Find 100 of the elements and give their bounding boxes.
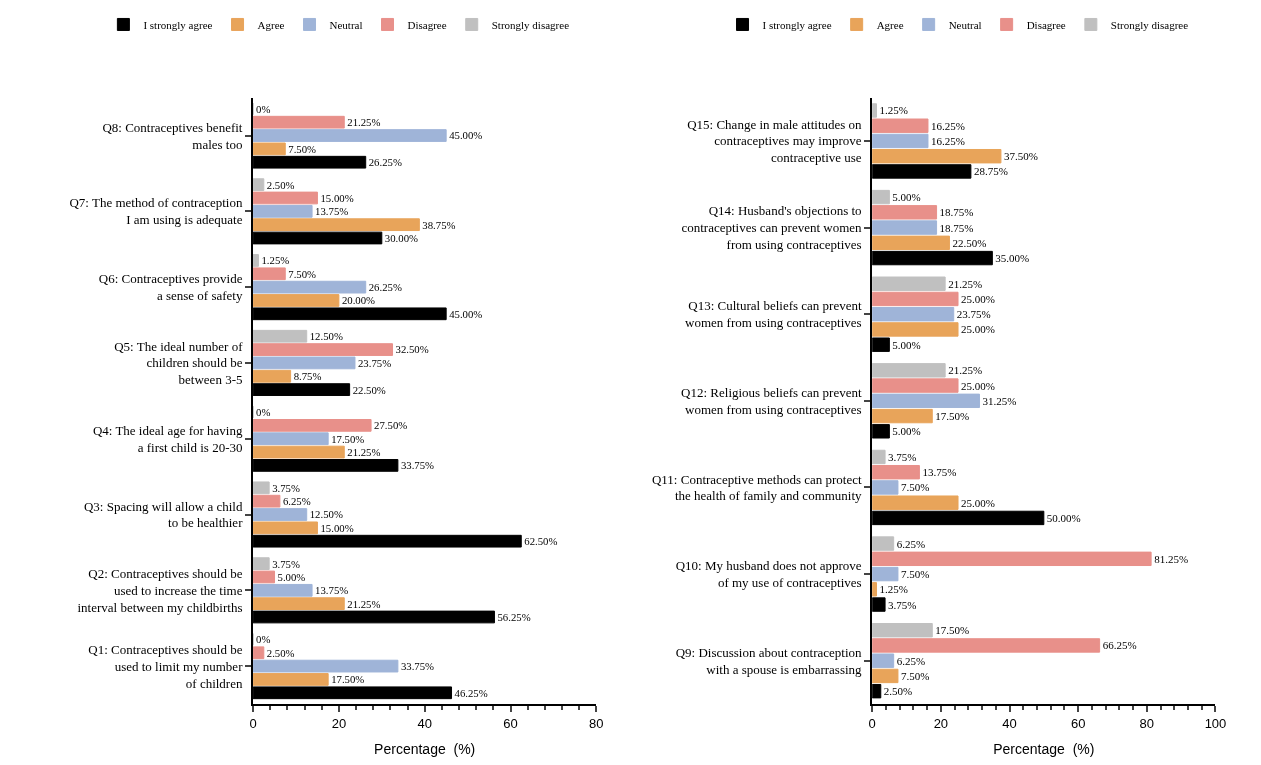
y-tick-label: Q2: Contraceptives should be used to increase the time interval between my childbirths xyxy=(77,565,243,615)
data-label: 5.00% xyxy=(892,425,921,438)
legend-label: Disagree xyxy=(407,18,447,31)
data-label: 0% xyxy=(256,102,271,115)
y-tick-label: Q8: Contraceptives benefit males too xyxy=(102,119,243,152)
data-label: 25.00% xyxy=(961,323,995,336)
x-axis-title: Percentage (%) xyxy=(993,741,1095,758)
data-label: 6.25% xyxy=(896,654,926,667)
legend-label: Neutral xyxy=(329,18,363,31)
data-label: 33.75% xyxy=(400,660,435,673)
data-label: 1.25% xyxy=(879,104,908,117)
data-label: 26.25% xyxy=(368,156,402,169)
x-tick-label: 60 xyxy=(1070,715,1086,731)
data-label: 7.50% xyxy=(900,481,930,494)
data-label: 21.25% xyxy=(347,116,381,129)
data-label: 45.00% xyxy=(449,307,483,320)
y-tick-label: Q1: Contraceptives should be used to limit my number of children xyxy=(88,641,244,691)
data-label: 21.25% xyxy=(948,364,983,377)
x-axis-title: Percentage (%) xyxy=(374,741,476,758)
data-label: 21.25% xyxy=(347,597,381,610)
y-tick-label: Q14: Husband's objections to contraceptives can prevent women from using contraceptives xyxy=(681,203,863,253)
data-label: 37.50% xyxy=(1003,150,1038,163)
data-label: 15.00% xyxy=(320,521,354,534)
y-tick-label: Q12: Religious beliefs can prevent women from using contraceptives xyxy=(681,384,862,417)
data-label: 45.00% xyxy=(449,129,483,142)
data-label: 26.25% xyxy=(368,281,402,294)
data-label: 13.75% xyxy=(315,584,349,597)
data-label: 3.75% xyxy=(272,557,300,570)
data-label: 7.50% xyxy=(900,568,930,581)
data-label: 31.25% xyxy=(982,394,1017,407)
data-label: 1.25% xyxy=(879,583,908,596)
data-label: 35.00% xyxy=(995,252,1030,265)
data-label: 13.75% xyxy=(315,205,349,218)
data-label: 62.50% xyxy=(524,535,558,548)
data-label: 1.25% xyxy=(261,254,290,267)
data-label: 46.25% xyxy=(454,686,488,699)
x-tick-label: 40 xyxy=(417,715,432,731)
data-label: 81.25% xyxy=(1154,552,1189,565)
x-tick-label: 80 xyxy=(1139,715,1155,731)
data-label: 7.50% xyxy=(288,142,317,155)
data-label: 17.50% xyxy=(935,624,970,637)
data-label: 7.50% xyxy=(900,669,930,682)
x-tick-label: 60 xyxy=(503,715,518,731)
data-label: 25.00% xyxy=(961,496,995,509)
x-tick-label: 0 xyxy=(868,715,876,731)
data-label: 17.50% xyxy=(935,410,970,423)
x-tick-label: 0 xyxy=(249,715,257,731)
data-label: 18.75% xyxy=(939,206,974,219)
legend-label: I strongly agree xyxy=(762,18,832,31)
data-label: 20.00% xyxy=(341,294,376,307)
data-label: 17.50% xyxy=(331,673,365,686)
data-label: 22.50% xyxy=(952,236,987,249)
data-label: 8.75% xyxy=(293,370,322,383)
y-tick-label: Q7: The method of contraception I am using is adequate xyxy=(69,195,243,228)
data-label: 21.25% xyxy=(347,445,381,458)
data-label: 30.00% xyxy=(384,231,418,244)
data-label: 2.50% xyxy=(266,178,295,191)
x-tick-label: 80 xyxy=(589,715,604,731)
data-label: 13.75% xyxy=(922,466,957,479)
data-label: 12.50% xyxy=(309,330,343,343)
data-label: 27.50% xyxy=(374,419,408,432)
data-label: 32.50% xyxy=(395,343,429,356)
y-tick-label: Q11: Contraceptive methods can protect the health of family and community xyxy=(651,471,863,504)
x-tick-label: 40 xyxy=(1002,715,1017,731)
data-label: 56.25% xyxy=(497,610,531,623)
legend-label: Agree xyxy=(876,18,904,31)
data-label: 3.75% xyxy=(888,598,917,611)
data-label: 23.75% xyxy=(358,356,392,369)
legend-label: Strongly disagree xyxy=(491,18,570,31)
data-label: 50.00% xyxy=(1046,511,1081,524)
data-label: 25.00% xyxy=(961,379,995,392)
data-label: 16.25% xyxy=(930,119,965,132)
x-tick-label: 20 xyxy=(331,715,347,731)
data-label: 16.25% xyxy=(930,134,965,147)
legend-label: Agree xyxy=(257,18,285,31)
data-label: 12.50% xyxy=(309,508,343,521)
y-tick-label: Q13: Cultural beliefs can prevent women from using contraceptives xyxy=(685,298,862,331)
data-label: 66.25% xyxy=(1102,639,1137,652)
data-label: 22.50% xyxy=(352,383,386,396)
data-label: 6.25% xyxy=(282,495,311,508)
data-label: 38.75% xyxy=(422,218,456,231)
data-label: 6.25% xyxy=(896,537,926,550)
legend-label: I strongly agree xyxy=(143,18,213,31)
data-label: 2.50% xyxy=(266,646,295,659)
data-label: 17.50% xyxy=(331,432,365,445)
data-label: 5.00% xyxy=(892,338,921,351)
data-label: 15.00% xyxy=(320,191,354,204)
data-label: 0% xyxy=(256,633,271,646)
data-label: 5.00% xyxy=(277,570,306,583)
x-tick-label: 100 xyxy=(1204,715,1227,731)
data-label: 23.75% xyxy=(956,308,991,321)
data-label: 25.00% xyxy=(961,292,995,305)
data-label: 21.25% xyxy=(948,277,983,290)
y-tick-label: Q4: The ideal age for having a first child is 20-30 xyxy=(92,422,243,455)
y-tick-label: Q3: Spacing will allow a child to be healthier xyxy=(83,498,244,531)
y-tick-label: Q10: My husband does not approve of my use of contraceptives xyxy=(675,558,862,591)
legend-label: Disagree xyxy=(1026,18,1066,31)
data-label: 18.75% xyxy=(939,221,974,234)
data-label: 5.00% xyxy=(892,191,921,204)
y-tick-label: Q9: Discussion about contraception with a spouse is embarrassing xyxy=(675,644,863,677)
